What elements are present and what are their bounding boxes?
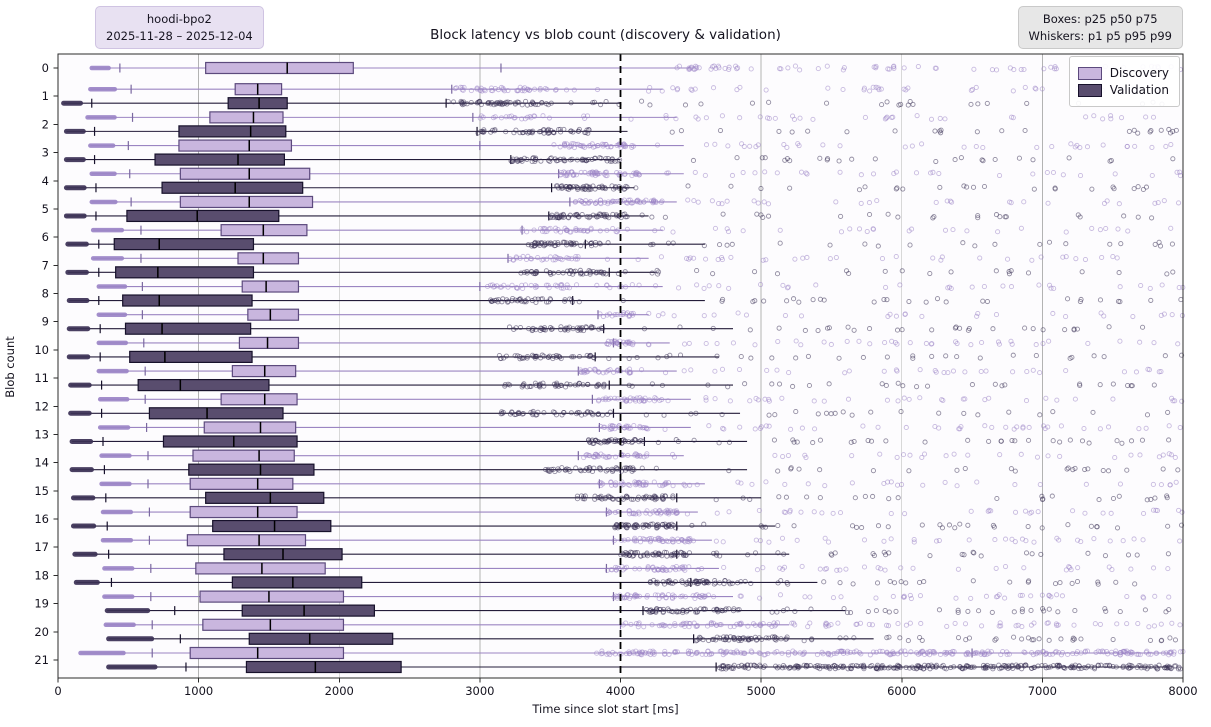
svg-text:17: 17 xyxy=(34,540,49,554)
discovery-swatch-icon xyxy=(1077,66,1102,80)
svg-text:0: 0 xyxy=(54,684,61,698)
legend-label-discovery: Discovery xyxy=(1109,66,1169,80)
svg-text:10: 10 xyxy=(34,343,49,357)
svg-text:5000: 5000 xyxy=(746,684,775,698)
svg-text:4000: 4000 xyxy=(606,684,635,698)
svg-text:6000: 6000 xyxy=(887,684,916,698)
svg-text:13: 13 xyxy=(34,427,49,441)
stats-annotation: Boxes: p25 p50 p75 Whiskers: p1 p5 p95 p… xyxy=(1017,6,1183,50)
svg-text:3000: 3000 xyxy=(465,684,494,698)
svg-text:3: 3 xyxy=(42,146,49,160)
svg-text:11: 11 xyxy=(34,371,49,385)
x-axis-label: Time since slot start [ms] xyxy=(532,702,679,716)
svg-text:16: 16 xyxy=(34,512,49,526)
legend-item-validation: Validation xyxy=(1077,83,1169,97)
svg-text:2: 2 xyxy=(42,117,49,131)
svg-text:9: 9 xyxy=(42,315,49,329)
svg-text:7000: 7000 xyxy=(1028,684,1057,698)
validation-swatch-icon xyxy=(1077,83,1102,97)
legend: Discovery Validation xyxy=(1068,56,1180,107)
svg-text:20: 20 xyxy=(34,625,49,639)
svg-text:5: 5 xyxy=(42,202,49,216)
svg-text:1: 1 xyxy=(42,89,49,103)
svg-text:7: 7 xyxy=(42,258,49,272)
dataset-annotation: hoodi-bpo2 2025-11-28 – 2025-12-04 xyxy=(95,6,264,50)
svg-text:21: 21 xyxy=(34,653,49,667)
svg-text:19: 19 xyxy=(34,597,49,611)
svg-text:0: 0 xyxy=(42,61,49,75)
svg-text:6: 6 xyxy=(42,230,49,244)
svg-text:12: 12 xyxy=(34,399,49,413)
stats-whiskers-note: Whiskers: p1 p5 p95 p99 xyxy=(1028,28,1173,43)
svg-text:1000: 1000 xyxy=(184,684,213,698)
legend-label-validation: Validation xyxy=(1109,83,1169,97)
svg-text:2000: 2000 xyxy=(325,684,354,698)
dataset-name: hoodi-bpo2 xyxy=(146,12,212,26)
dataset-daterange: 2025-11-28 – 2025-12-04 xyxy=(106,28,253,43)
svg-text:8: 8 xyxy=(42,287,49,301)
legend-item-discovery: Discovery xyxy=(1077,66,1169,80)
svg-text:15: 15 xyxy=(34,484,49,498)
svg-text:14: 14 xyxy=(34,456,49,470)
stats-boxes-note: Boxes: p25 p50 p75 xyxy=(1042,12,1158,26)
svg-text:8000: 8000 xyxy=(1168,684,1197,698)
svg-text:18: 18 xyxy=(34,568,49,582)
y-axis-label: Blob count xyxy=(3,336,17,398)
svg-text:4: 4 xyxy=(42,174,49,188)
chart-title: Block latency vs blob count (discovery &… xyxy=(430,27,781,43)
